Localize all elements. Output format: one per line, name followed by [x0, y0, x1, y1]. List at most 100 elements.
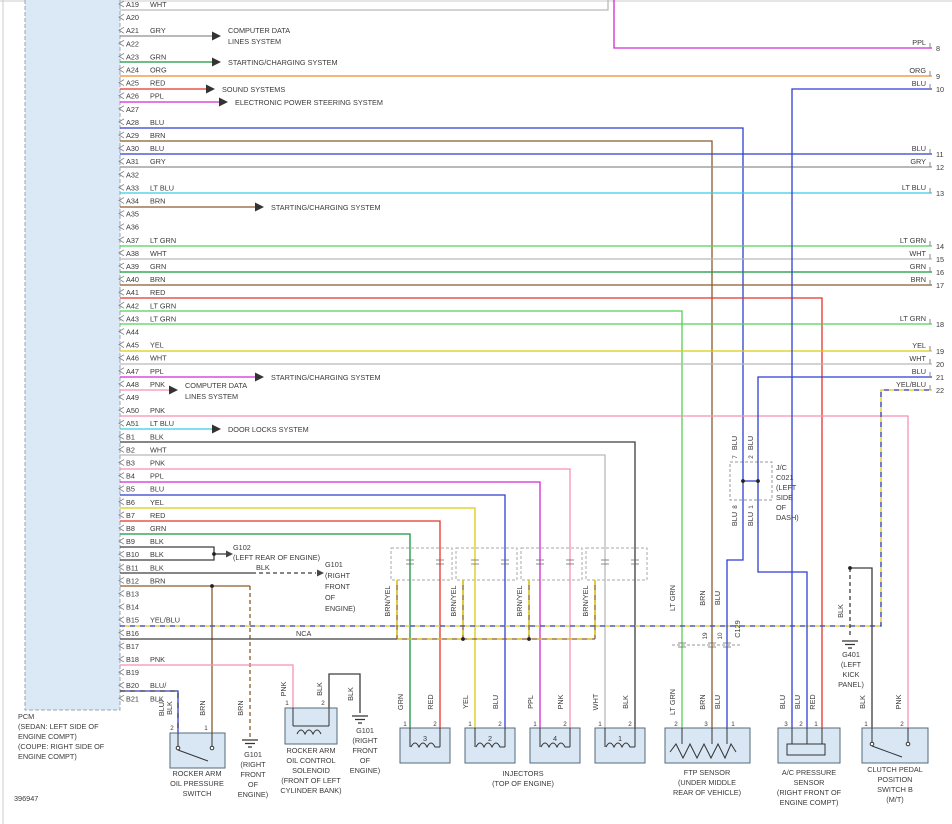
connector-tick-icon: [631, 559, 639, 565]
pin-wire-color-label: GRY: [150, 157, 166, 166]
pcm-pin-chevron-icon: [118, 419, 125, 427]
component-caption: OF: [248, 780, 259, 789]
pcm-pin-chevron-icon: [118, 629, 125, 637]
pin-id-label: A22: [126, 39, 139, 48]
pin-number: 1: [468, 721, 472, 728]
connector-tick-icon: [471, 559, 479, 565]
pin-wire-color-label: PNK: [150, 406, 165, 415]
pin-wire-color-label: BRN: [150, 131, 165, 140]
pcm-pin-chevron-icon: [118, 642, 125, 650]
ref-number-label: 22: [936, 386, 944, 395]
wire-color-label: BLK: [315, 682, 324, 696]
pcm-pin-chevron-icon: [118, 223, 125, 231]
pin-id-label: B5: [126, 485, 135, 494]
wire-color-label: PNK: [279, 681, 288, 696]
pcm-pin-chevron-icon: [118, 681, 125, 689]
pin-wire-color-label: BLK: [150, 432, 164, 441]
wire-blk: [328, 673, 361, 713]
ac-sensor-leads: [791, 728, 823, 744]
ref-number-label: 18: [936, 320, 944, 329]
connector-tick-icon: [723, 642, 731, 648]
ref-wire-color-label: YEL: [912, 341, 926, 350]
ref-number-label: 16: [936, 268, 944, 277]
pcm-pin-chevron-icon: [118, 118, 125, 126]
system-arrow-icon: [219, 97, 228, 107]
wire-color-label: BLU: [746, 436, 755, 450]
component-caption: G101: [325, 560, 343, 569]
pin-id-label: A23: [126, 52, 139, 61]
pin-wire-color-label: BLU: [150, 144, 164, 153]
ref-wire-color-label: BLU: [912, 79, 926, 88]
connector-tick-icon: [436, 559, 444, 565]
pin-id-label: A26: [126, 92, 139, 101]
pin-id-label: B1: [126, 432, 135, 441]
pin-wire-color-label: GRY: [150, 26, 166, 35]
pcm-pin-chevron-icon: [118, 236, 125, 244]
component-caption: FRONT: [240, 770, 266, 779]
pcm-pin-chevron-icon: [118, 131, 125, 139]
wire-color-label: BLK: [165, 701, 174, 715]
component-caption: J/C: [776, 463, 787, 472]
ftp-sensor-box: [664, 727, 751, 764]
ref-wire-color-label: GRY: [910, 157, 926, 166]
wire-blk: [850, 567, 873, 728]
wire-blu: [726, 500, 744, 728]
pin-id-label: B12: [126, 576, 139, 585]
wire-color-label: GRN: [396, 694, 405, 710]
pcm-pin-chevron-icon: [118, 577, 125, 584]
wire-color-label: BLU: [730, 512, 739, 526]
junction-dot: [461, 637, 465, 641]
pressure-switch-symbol: [177, 733, 213, 762]
system-arrow-icon: [255, 372, 264, 382]
pin-wire-color-label: WHT: [150, 354, 167, 363]
pin-wire-color-label: BRN: [150, 275, 165, 284]
system-arrow-icon: [169, 385, 178, 395]
inline-connector-box: [390, 547, 453, 581]
system-label: STARTING/CHARGING SYSTEM: [271, 203, 381, 212]
connector-tick-icon: [708, 642, 716, 648]
component-caption: POSITION: [878, 775, 913, 784]
pcm-pin-chevron-icon: [118, 249, 125, 257]
component-caption: DASH): [776, 513, 799, 522]
pin-id-label: B7: [126, 511, 135, 520]
pin-id-label: A39: [126, 262, 139, 271]
wire-label: BLK: [256, 563, 270, 572]
pin-number: 2: [674, 721, 678, 728]
pin-id-label: A40: [126, 275, 139, 284]
pin-wire-color-label: WHT: [150, 445, 167, 454]
pcm-pin-chevron-icon: [118, 210, 125, 217]
component-caption: OF: [776, 503, 787, 512]
ref-wire-color-label: BRN: [911, 275, 926, 284]
inline-connector-box: [455, 547, 518, 581]
wire-grn: [120, 533, 411, 728]
injector-box: [594, 727, 646, 764]
junction-connector-c021-box: [729, 461, 773, 501]
ref-number-label: 21: [936, 373, 944, 382]
ref-wire-color-label: GRN: [910, 262, 926, 271]
component-caption: CYLINDER BANK): [280, 786, 341, 795]
wire-wht: [120, 0, 609, 11]
component-caption: ENGINE): [325, 604, 355, 613]
wire-red: [120, 520, 441, 728]
ref-wire-color-label: LT GRN: [900, 314, 926, 323]
component-caption: CLUTCH PEDAL: [867, 765, 923, 774]
system-arrow-icon: [212, 57, 221, 67]
component-caption: OIL CONTROL: [286, 756, 335, 765]
pin-number: 2: [321, 700, 325, 707]
pcm-pin-chevron-icon: [118, 380, 125, 388]
pin-wire-color-label: LT BLU: [150, 419, 174, 428]
pin-wire-color-label: YEL/BLU: [150, 616, 180, 625]
pin-id-label: A46: [126, 354, 139, 363]
ref-number-label: 9: [936, 72, 940, 81]
pcm-pin-chevron-icon: [118, 459, 125, 466]
pin-id-label: A36: [126, 223, 139, 232]
wire-color-label: 1: [748, 505, 755, 509]
component-caption: (FRONT OF LEFT: [281, 776, 341, 785]
pin-id-label: A51: [126, 419, 139, 428]
ac-pressure-sensor-box: [777, 727, 841, 764]
wire-stripe: [120, 389, 932, 627]
wire-color-label: BLU: [778, 695, 787, 709]
junction-dot: [527, 637, 531, 641]
ref-wire-color-label: LT GRN: [900, 236, 926, 245]
inline-connector-box: [520, 547, 583, 581]
